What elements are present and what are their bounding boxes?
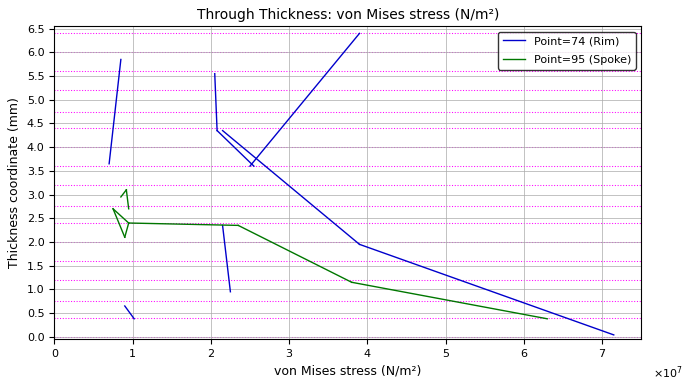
Y-axis label: Thickness coordinate (mm): Thickness coordinate (mm) [8,97,21,268]
Point=95 (Spoke) [125,221,133,225]
Text: $\times 10^7$: $\times 10^7$ [653,364,682,381]
Point=95 (Spoke) [109,206,117,211]
X-axis label: von Mises stress (N/m²): von Mises stress (N/m²) [274,364,422,378]
Point=74 (Rim) [117,57,125,62]
Legend: Point=74 (Rim), Point=95 (Spoke): Point=74 (Rim), Point=95 (Spoke) [498,32,635,69]
Point=74 (Rim) [105,161,113,166]
Line: Point=95 (Spoke): Point=95 (Spoke) [113,209,129,223]
Title: Through Thickness: von Mises stress (N/m²): Through Thickness: von Mises stress (N/m… [197,8,499,23]
Line: Point=74 (Rim): Point=74 (Rim) [109,59,121,164]
